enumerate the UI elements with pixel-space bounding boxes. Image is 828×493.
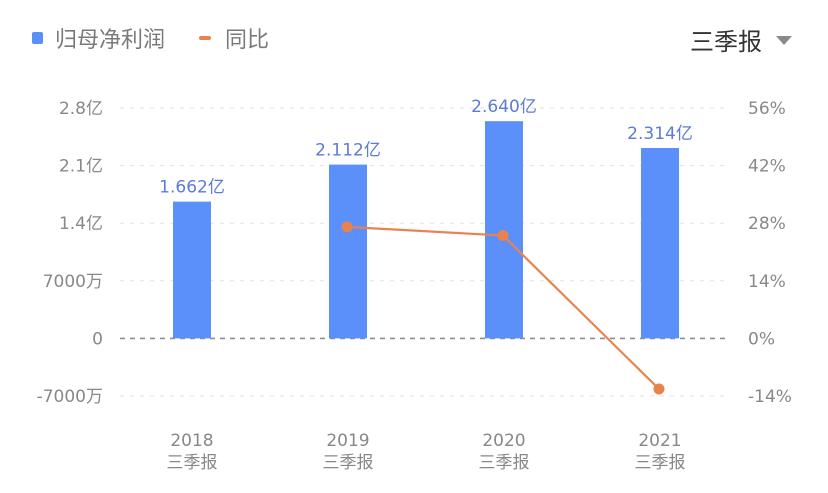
bar-value-label: 2.112亿	[315, 141, 381, 161]
bar-swatch-icon	[32, 32, 43, 44]
left-axis-tick: 0	[92, 329, 103, 349]
x-axis-tick-year: 2019	[326, 431, 369, 451]
right-axis-tick: 14%	[748, 272, 786, 292]
x-axis-tick-year: 2020	[482, 431, 525, 451]
bar-net-profit[interactable]	[173, 201, 211, 339]
right-axis-tick: -14%	[748, 387, 792, 407]
left-axis-tick: 2.1亿	[59, 157, 103, 177]
x-axis-tick-period: 三季报	[323, 453, 374, 473]
legend: 归母净利润 同比	[32, 22, 303, 54]
period-select-label: 三季报	[690, 28, 762, 56]
right-axis-tick: 42%	[748, 157, 786, 177]
line-swatch-icon	[199, 36, 212, 40]
right-axis-tick: 28%	[748, 214, 786, 234]
bar-value-label: 1.662亿	[159, 178, 225, 198]
bar-net-profit[interactable]	[485, 121, 523, 339]
left-axis-tick: 7000万	[43, 272, 103, 292]
bar-net-profit[interactable]	[641, 147, 679, 339]
right-axis-tick: 0%	[748, 329, 775, 349]
left-axis-tick: 2.8亿	[59, 99, 103, 119]
yoy-point[interactable]	[341, 221, 353, 233]
x-axis-tick-period: 三季报	[635, 453, 686, 473]
x-axis-tick-year: 2018	[170, 431, 213, 451]
period-select[interactable]: 三季报	[690, 22, 792, 57]
left-axis-tick: -7000万	[37, 387, 103, 407]
left-axis-tick: 1.4亿	[59, 214, 103, 234]
legend-label: 归母净利润	[55, 28, 166, 53]
legend-item-yoy[interactable]: 同比	[199, 22, 269, 54]
right-axis-tick: 56%	[748, 99, 786, 119]
caret-down-icon	[776, 36, 792, 45]
yoy-point[interactable]	[497, 230, 509, 242]
bar-net-profit[interactable]	[329, 164, 367, 339]
yoy-point[interactable]	[653, 383, 665, 395]
legend-item-net-profit[interactable]: 归母净利润	[32, 22, 165, 54]
x-axis-tick-year: 2021	[638, 431, 681, 451]
bar-value-label: 2.640亿	[471, 97, 537, 117]
x-axis-tick-period: 三季报	[167, 453, 218, 473]
legend-label: 同比	[225, 28, 270, 53]
bar-value-label: 2.314亿	[627, 124, 693, 144]
x-axis-tick-period: 三季报	[479, 453, 530, 473]
